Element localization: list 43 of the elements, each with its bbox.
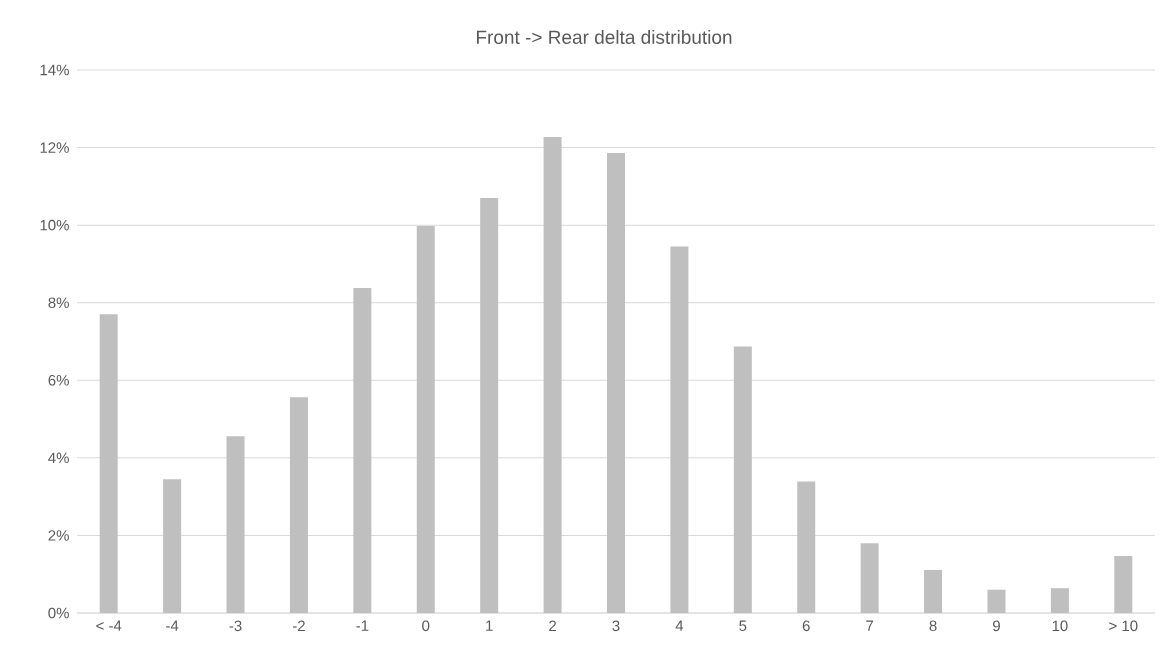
x-tick-label: < -4 [96, 620, 122, 631]
bar [416, 225, 435, 613]
x-tick-label: 1 [486, 620, 493, 631]
bar [99, 314, 118, 613]
bar [670, 246, 689, 613]
bar [289, 397, 308, 613]
bar [860, 543, 879, 613]
y-tick-label: 2% [48, 530, 69, 541]
x-tick-label: 5 [739, 620, 747, 631]
y-tick-label: 6% [48, 374, 69, 386]
x-tick-label: 3 [612, 620, 620, 632]
x-tick-label: -3 [229, 620, 242, 632]
bar [480, 197, 499, 613]
x-tick-label: 10 [1052, 620, 1068, 632]
x-tick-label: 6 [802, 620, 810, 632]
bar [797, 481, 816, 613]
bar [226, 436, 245, 613]
x-tick-label: -2 [292, 620, 305, 632]
y-tick-label: 8% [48, 297, 69, 309]
y-tick-label: 12% [40, 142, 69, 153]
y-tick-label: 4% [48, 452, 69, 464]
bar [543, 137, 562, 613]
bar [607, 153, 625, 613]
bar [1050, 588, 1069, 613]
x-tick-label: > 10 [1109, 620, 1138, 632]
x-tick-label: 9 [993, 620, 1000, 632]
x-tick-label: 8 [929, 620, 937, 632]
bar [987, 589, 1006, 613]
y-tick-label: 10% [40, 219, 69, 231]
chart-title: Front -> Rear delta distribution [476, 30, 732, 44]
bar [163, 479, 182, 613]
x-tick-label: 4 [675, 620, 684, 631]
x-tick-label: -1 [356, 620, 369, 631]
x-tick-label: 7 [866, 620, 874, 631]
x-tick-label: 0 [422, 620, 430, 632]
y-tick-label: 14% [40, 64, 69, 76]
bar [924, 569, 943, 613]
y-tick-label: 0% [48, 607, 69, 619]
x-tick-label: 2 [549, 620, 557, 632]
x-tick-label: -4 [166, 620, 179, 631]
bar [1114, 555, 1133, 613]
bar [733, 346, 752, 613]
bar [353, 287, 372, 613]
